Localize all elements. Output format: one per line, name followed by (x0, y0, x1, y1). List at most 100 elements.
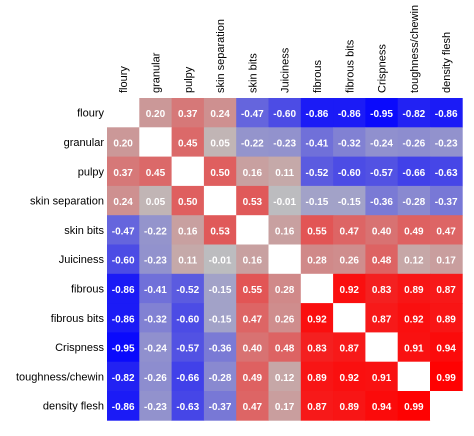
cell-value-label: 0.89 (307, 373, 327, 384)
cell-value-label: 0.92 (307, 314, 327, 325)
heatmap-cell (203, 391, 237, 421)
cell-value-label: 0.50 (178, 197, 198, 208)
cell-value-label: 0.55 (307, 226, 327, 237)
cell-value-label: 0.45 (146, 168, 166, 179)
cell-value-label: -0.01 (273, 197, 296, 208)
heatmap-cell (268, 215, 302, 245)
heatmap-cell (107, 361, 140, 392)
cell-value-label: 0.37 (113, 168, 133, 179)
cell-value-label: 0.99 (436, 373, 456, 384)
heatmap-cell (365, 185, 399, 216)
cell-value-label: 0.87 (340, 344, 360, 355)
heatmap-cell (300, 127, 334, 157)
heatmap-cell (333, 215, 366, 245)
column-label-skin-separation: skin separation (215, 19, 227, 93)
cell-value-label: 0.47 (243, 314, 263, 325)
cell-value-label: -0.82 (112, 373, 135, 384)
cell-value-label: -0.86 (306, 109, 329, 120)
heatmap-cell (203, 156, 237, 187)
cell-value-label: -0.23 (435, 138, 458, 149)
heatmap-cell (236, 98, 269, 128)
cell-value-label: -0.86 (338, 109, 361, 120)
heatmap-cell (430, 332, 463, 363)
cell-value-label: -0.60 (338, 168, 361, 179)
cell-value-label: 0.16 (275, 226, 295, 237)
cell-value-label: 0.40 (372, 226, 392, 237)
cell-value-label: -0.60 (112, 256, 135, 267)
heatmap-cell (107, 98, 140, 128)
cell-value-label: -0.52 (306, 168, 329, 179)
heatmap-cell (139, 185, 172, 216)
cell-value-label: 0.26 (275, 314, 295, 325)
cell-value-label: 0.45 (178, 138, 198, 149)
row-labels: floury granular pulpy skin separation skin b… (16, 108, 105, 413)
cell-value-label: 0.40 (243, 344, 263, 355)
cell-value-label: 0.16 (243, 168, 263, 179)
heatmap-cell (171, 215, 205, 245)
heatmap-cell (268, 244, 302, 275)
heatmap-cell (268, 156, 302, 187)
column-label-density-flesh: density flesh (441, 32, 453, 93)
heatmap-cell (333, 98, 366, 128)
cell-value-label: -0.47 (112, 226, 135, 237)
heatmap-cell (333, 156, 366, 187)
cell-value-label: -0.23 (144, 402, 167, 413)
heatmap-cells (107, 98, 463, 421)
column-label-toughness-chewin: toughness/chewin (409, 5, 421, 93)
cell-value-label: 0.37 (178, 109, 198, 120)
heatmap-cell (268, 391, 302, 421)
cell-value-label: -0.47 (241, 109, 264, 120)
row-label-crispness: Crispness (55, 342, 104, 354)
heatmap-cell (139, 127, 172, 157)
heatmap-cell (139, 303, 172, 333)
heatmap-cell (107, 185, 140, 216)
heatmap-cell (139, 98, 172, 128)
heatmap-cell (430, 127, 463, 157)
heatmap-cell (430, 185, 463, 216)
heatmap-cell (268, 127, 302, 157)
heatmap-cell (171, 332, 205, 363)
heatmap-cell (107, 391, 140, 421)
heatmap-cell (203, 215, 237, 245)
cell-value-label: 0.28 (275, 285, 295, 296)
cell-value-label: -0.52 (176, 285, 199, 296)
heatmap-cell (171, 273, 205, 304)
cell-value-label: -0.41 (306, 138, 329, 149)
column-label-granular: granular (150, 52, 162, 93)
column-label-skin-bits: skin bits (247, 53, 259, 93)
heatmap-cell (236, 244, 269, 275)
heatmap-cell (365, 98, 399, 128)
heatmap-cell (430, 156, 463, 187)
heatmap-cell (365, 273, 399, 304)
heatmap-cell (268, 273, 302, 304)
heatmap-cell (268, 332, 302, 363)
heatmap-cell (236, 332, 269, 363)
heatmap-cell (268, 185, 302, 216)
heatmap-cell (171, 244, 205, 275)
heatmap-cell (171, 98, 205, 128)
column-label-fibrous: fibrous (312, 59, 324, 93)
cell-value-label: 0.20 (146, 109, 166, 120)
cell-value-label: -0.15 (209, 285, 232, 296)
column-label-fibrous-bits: fibrous bits (344, 39, 356, 93)
heatmap-cell (365, 156, 399, 187)
heatmap-cell (236, 273, 269, 304)
row-label-fibrous-bits: fibrous bits (51, 313, 105, 325)
row-label-granular: granular (64, 137, 105, 149)
heatmap-cell (203, 332, 237, 363)
cell-value-label: 0.48 (275, 344, 295, 355)
heatmap-cell (171, 185, 205, 216)
cell-value-label: -0.86 (112, 285, 135, 296)
cell-value-label: -0.22 (241, 138, 264, 149)
row-label-fibrous: fibrous (71, 283, 105, 295)
column-label-crispness: Crispness (377, 44, 389, 93)
cell-value-label: -0.28 (209, 373, 232, 384)
cell-value-label: -0.24 (144, 344, 167, 355)
heatmap-cell (236, 391, 269, 421)
cell-value-label: -0.15 (306, 197, 329, 208)
cell-value-label: 0.99 (404, 402, 424, 413)
cell-value-label: -0.95 (370, 109, 393, 120)
heatmap-cell (203, 361, 237, 392)
heatmap-cell (333, 391, 366, 421)
